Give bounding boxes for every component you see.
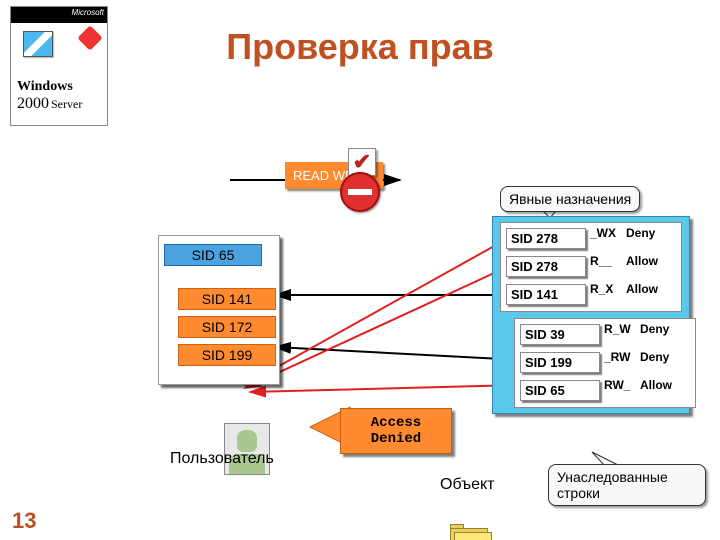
logo-version: 2000 (17, 95, 49, 112)
ace-explicit-1-type: Allow (626, 254, 658, 268)
ace-explicit-2-sid: SID 141 (506, 284, 586, 305)
ace-explicit-2-perm: R_X (590, 282, 613, 296)
ace-inherited-1-type: Deny (640, 350, 669, 364)
ace-inherited-2-type: Allow (640, 378, 672, 392)
ace-explicit-0-type: Deny (626, 226, 655, 240)
object-label: Объект (440, 476, 494, 494)
callout-inherited: Унаследованные строки (548, 464, 706, 506)
microsoft-strip: Microsoft (11, 7, 107, 23)
folder-icon (450, 524, 490, 540)
ace-inherited-0-perm: R_W (604, 322, 631, 336)
user-group-sid-1: SID 172 (178, 316, 276, 338)
title-text: Проверка прав (226, 26, 493, 67)
user-group-sid-0: SID 141 (178, 288, 276, 310)
ace-inherited-0-sid: SID 39 (520, 324, 600, 345)
user-primary-sid: SID 65 (164, 244, 262, 266)
callout-inherited-text: Унаследованные строки (557, 469, 668, 501)
ace-explicit-1-perm: R__ (590, 254, 612, 268)
windows-2000-logo: Microsoft Windows 2000 Server (10, 6, 108, 126)
callout-explicit-text: Явные назначения (509, 191, 631, 207)
no-entry-icon (340, 172, 380, 212)
page-number: 13 (12, 508, 36, 534)
windows-flag-icon (23, 31, 53, 57)
new-burst-icon (77, 25, 102, 50)
ace-explicit-1-sid: SID 278 (506, 256, 586, 277)
ace-inherited-2-sid: SID 65 (520, 380, 600, 401)
ace-explicit-0-perm: _WX (590, 226, 616, 240)
access-denied-badge: Access Denied (340, 408, 452, 454)
logo-edition: Server (51, 97, 82, 112)
ace-explicit-0-sid: SID 278 (506, 228, 586, 249)
user-label: Пользователь (170, 450, 274, 468)
ace-inherited-0-type: Deny (640, 322, 669, 336)
user-group-sid-2: SID 199 (178, 344, 276, 366)
ace-inherited-1-sid: SID 199 (520, 352, 600, 373)
ace-explicit-2-type: Allow (626, 282, 658, 296)
ace-inherited-2-perm: RW_ (604, 378, 630, 392)
callout-explicit: Явные назначения (500, 186, 640, 212)
access-denied-label: Access Denied (371, 415, 421, 447)
slide-title: Проверка прав (0, 26, 720, 68)
logo-windows: Windows (17, 79, 73, 94)
ace-inherited-1-perm: _RW (604, 350, 630, 364)
